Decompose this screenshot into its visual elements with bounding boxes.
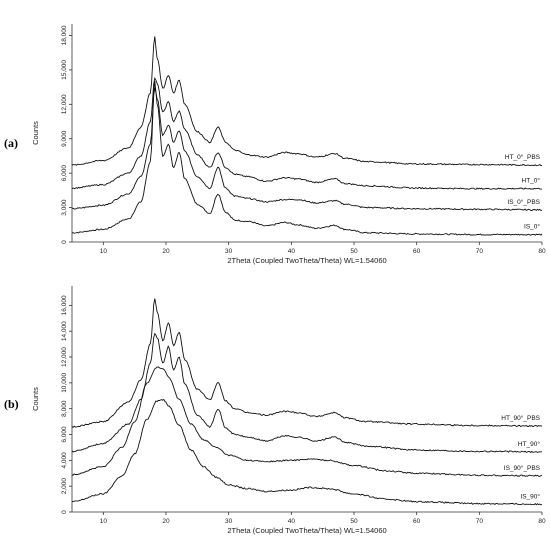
x-tick-label: 50 [350,518,358,525]
y-axis-label: Counts [31,121,40,145]
series-label: HT_0° [522,177,541,185]
x-tick-label: 60 [413,518,421,525]
series-label: IS_0°_PBS [507,198,540,206]
series-line-HT_90° [71,332,543,454]
series-line-IS_90° [71,398,543,506]
y-tick-label: 9,000 [61,130,68,147]
y-tick-label: 16,000 [61,295,68,315]
series-line-IS_90°_PBS [71,366,543,477]
x-tick-label: 20 [162,518,170,525]
y-tick-label: 12,000 [61,347,68,367]
x-tick-label: 20 [162,248,170,255]
x-tick-label: 30 [225,518,233,525]
series-line-HT_90°_PBS [71,298,543,429]
series-line-IS_0°_PBS [71,87,543,211]
series-label: HT_90° [518,440,541,448]
y-axis-label: Counts [31,387,40,411]
panel-label: (a) [4,136,18,150]
y-tick-label: 14,000 [61,321,68,341]
x-tick-label: 70 [476,518,484,525]
x-tick-label: 10 [100,248,108,255]
x-axis-label: 2Theta (Coupled TwoTheta/Theta) WL=1.540… [227,256,386,265]
x-tick-label: 30 [225,248,233,255]
series-line-HT_0°_PBS [71,36,543,167]
y-tick-label: 8,000 [61,400,68,417]
panel-label: (b) [4,397,19,411]
y-tick-label: 6,000 [61,426,68,443]
series-label: IS_0° [524,223,540,231]
y-tick-label: 12,000 [61,94,68,114]
x-tick-label: 80 [538,248,546,255]
series-line-IS_0° [71,80,543,236]
x-tick-label: 80 [538,518,546,525]
series-label: HT_0°_PBS [505,153,541,161]
x-tick-label: 70 [476,248,484,255]
panel-b-chart: 10 20 30 40 50 60 70 80 0 2,000 4,000 6,000 8,000 10,… [4,286,546,535]
series-label: IS_90° [520,492,540,500]
y-tick-label: 15,000 [61,60,68,80]
y-tick-label: 3,000 [61,199,68,216]
x-tick-label: 10 [100,518,108,525]
y-tick-label: 18,000 [61,25,68,45]
panel-a-chart: 10 20 30 40 50 60 70 80 0 3,000 6,000 9,000 12,000 15… [4,24,546,265]
x-tick-label: 40 [288,248,296,255]
x-axis-label: 2Theta (Coupled TwoTheta/Theta) WL=1.540… [227,526,386,535]
series-label: HT_90°_PBS [501,414,540,422]
series-label: IS_90°_PBS [504,464,541,472]
y-tick-label: 4,000 [61,452,68,469]
y-tick-label: 2,000 [61,478,68,495]
y-tick-label: 10,000 [61,373,68,393]
series-line-HT_0° [71,76,542,190]
y-tick-label: 0 [61,240,68,244]
x-tick-label: 50 [350,248,358,255]
y-tick-label: 6,000 [61,165,68,182]
y-tick-label: 0 [61,510,68,514]
x-tick-label: 60 [413,248,421,255]
x-tick-label: 40 [288,518,296,525]
